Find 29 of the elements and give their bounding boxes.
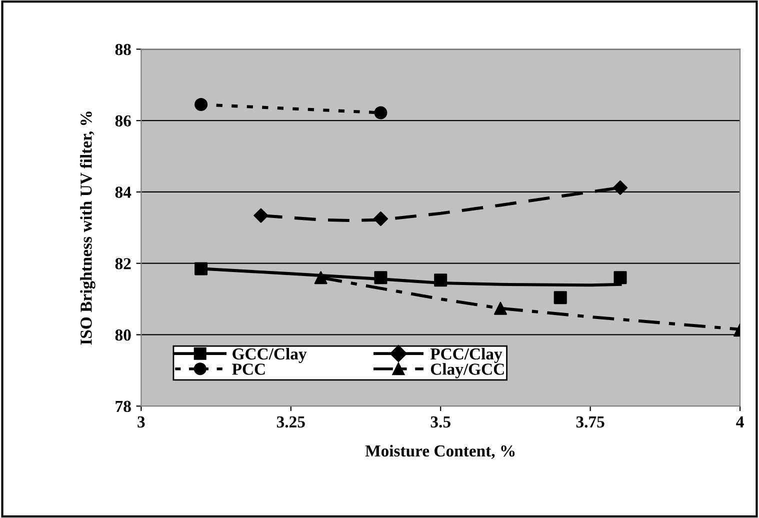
point (254, 208, 268, 223)
y-tick-label: 80 (115, 329, 131, 341)
point (554, 291, 567, 304)
point (373, 211, 388, 226)
x-tick-label: 3.5 (430, 416, 450, 428)
y-tick-label: 84 (115, 186, 132, 198)
point (434, 274, 448, 287)
point (374, 271, 388, 284)
legend-label: PCC (232, 364, 265, 375)
point (494, 302, 507, 315)
y-tick-label: 86 (115, 115, 131, 127)
legend-label: Clay/GCC (430, 363, 504, 378)
x-tick-label: 3.25 (276, 416, 305, 428)
point (374, 106, 388, 120)
point (612, 180, 628, 195)
point (194, 98, 208, 112)
y-tick-label: 78 (116, 400, 131, 412)
x-tick-label: 4 (736, 416, 744, 428)
x-tick-label: 3.75 (576, 416, 604, 428)
point (314, 271, 328, 284)
y-tick-label: 82 (115, 258, 131, 270)
legend-label: PCC/Clay (430, 348, 502, 364)
legend-label: GCC/Clay (232, 348, 307, 364)
x-axis-title: Moisture Content, % (365, 444, 515, 459)
point (194, 262, 208, 276)
x-tick-label: 3 (138, 416, 145, 428)
point (614, 271, 627, 284)
y-tick-label: 88 (115, 44, 131, 56)
y-axis-title: ISO Brightness with UV filter, % (80, 112, 96, 345)
